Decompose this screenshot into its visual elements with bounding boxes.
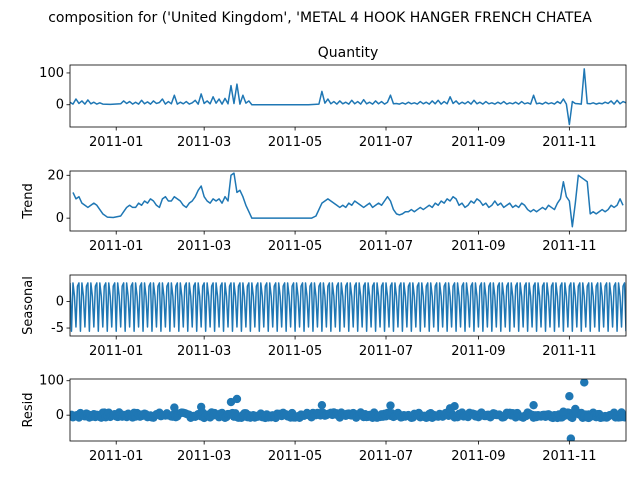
resid-outlier-point — [571, 404, 580, 414]
resid-outlier-point — [170, 403, 179, 412]
x-tick-label: 2011-07 — [359, 135, 413, 150]
y-axis-label: Seasonal — [21, 276, 36, 335]
x-tick-label: 2011-01 — [89, 135, 143, 150]
x-tick-label: 2011-05 — [268, 135, 322, 150]
x-tick-label: 2011-03 — [177, 449, 231, 464]
resid-outlier-point — [584, 413, 593, 423]
x-tick-label: 2011-03 — [177, 239, 231, 254]
seasonal-panel: -5 0 2011-01 2011-03 2011-05 2011-07 2011-09 20… — [21, 274, 627, 359]
resid-outlier-point — [196, 402, 206, 412]
series-line — [72, 172, 624, 228]
resid-panel: 0 100 2011-01 2011-03 2011-05 2011-07 2011-09 2… — [21, 374, 627, 464]
x-tick-label: 2011-07 — [359, 239, 413, 254]
resid-outlier-point — [529, 400, 538, 410]
x-tick-label: 2011-07 — [359, 344, 413, 359]
x-tick-label: 2011-07 — [359, 449, 413, 464]
seasonal-line — [70, 282, 626, 332]
resid-outlier-point — [566, 434, 576, 441]
x-tick-label: 2011-09 — [451, 135, 505, 150]
resid-outlier-point — [232, 394, 242, 404]
resid-outlier-point — [450, 402, 459, 411]
x-tick-label: 2011-01 — [89, 239, 143, 254]
x-tick-label: 2011-03 — [177, 344, 231, 359]
resid-outlier-point — [565, 392, 574, 401]
x-tick-label: 2011-01 — [89, 344, 143, 359]
x-tick-label: 2011-01 — [89, 449, 143, 464]
x-tick-label: 2011-03 — [177, 135, 231, 150]
y-axis-label: Trend — [21, 183, 36, 220]
y-tick-label: 0 — [56, 295, 64, 310]
plot-area — [70, 68, 626, 126]
x-tick-label: 2011-09 — [451, 344, 505, 359]
resid-outlier-point — [617, 408, 626, 417]
axes-frame — [69, 170, 627, 232]
resid-outlier-point — [317, 400, 327, 410]
plot-area — [72, 172, 624, 228]
x-tick-label: 2011-09 — [451, 239, 505, 254]
axes-frame — [69, 274, 627, 337]
y-tick-label: 0 — [56, 408, 64, 423]
series-line — [70, 68, 626, 126]
y-tick-label: -5 — [51, 321, 64, 336]
x-tick-label: 2011-05 — [268, 344, 322, 359]
y-tick-label: 0 — [56, 98, 64, 113]
x-tick-label: 2011-11 — [542, 449, 596, 464]
resid-outlier-point — [386, 401, 395, 410]
quantity-panel: 0 100 2011-01 2011-03 2011-05 2011-07 2011-09 2… — [39, 45, 627, 150]
axes-frame — [69, 378, 627, 442]
resid-outlier-point — [580, 379, 589, 387]
trend-panel: 0 20 2011-01 2011-03 2011-05 2011-07 2011-09 20… — [21, 168, 627, 254]
x-tick-label: 2011-05 — [268, 449, 322, 464]
y-axis-label: Resid — [21, 392, 36, 427]
axes-frame — [69, 64, 627, 128]
x-tick-label: 2011-09 — [451, 449, 505, 464]
panel-title: Quantity — [318, 45, 379, 61]
resid-outlier-point — [559, 407, 568, 416]
plot-area — [70, 379, 626, 441]
x-tick-label: 2011-05 — [268, 239, 322, 254]
figure-suptitle: composition for ('United Kingdom', 'META… — [48, 10, 592, 26]
x-tick-label: 2011-11 — [542, 135, 596, 150]
x-tick-label: 2011-11 — [542, 344, 596, 359]
plot-area — [70, 282, 626, 332]
y-tick-label: 100 — [39, 66, 64, 81]
x-tick-label: 2011-11 — [542, 239, 596, 254]
y-tick-label: 20 — [47, 168, 64, 183]
y-tick-label: 100 — [39, 374, 64, 389]
y-tick-label: 0 — [56, 211, 64, 226]
